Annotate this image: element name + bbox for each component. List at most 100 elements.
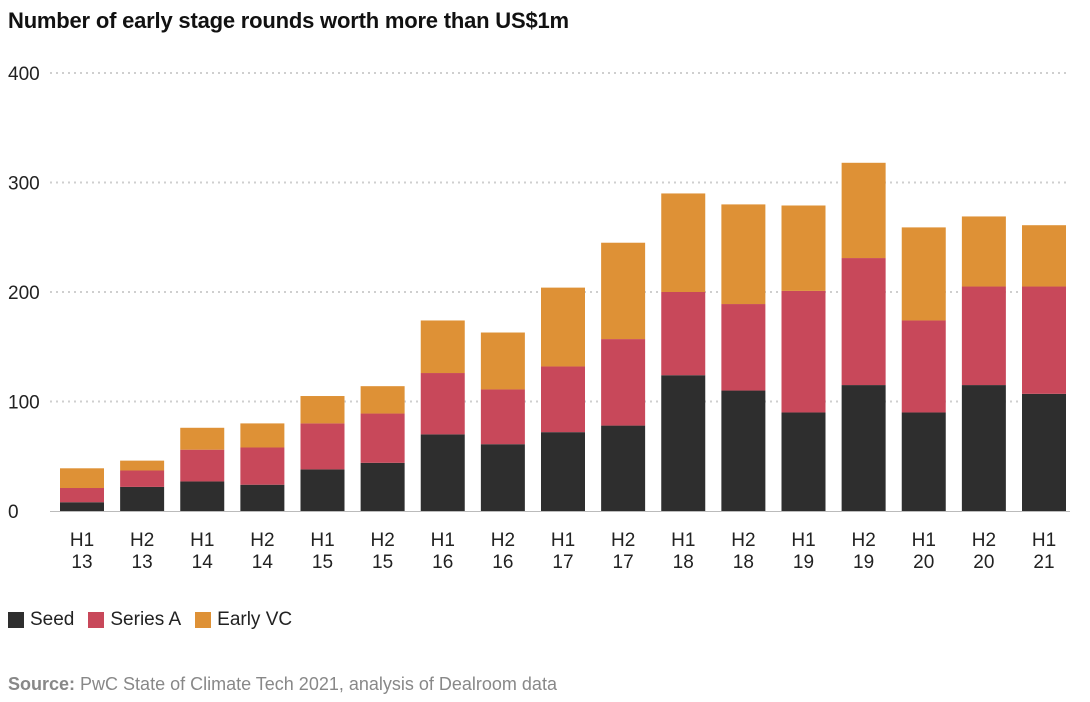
bar-series-a	[120, 470, 165, 487]
bar-seed	[60, 502, 104, 511]
legend-label: Series A	[110, 609, 182, 630]
bar-series-a	[480, 389, 525, 445]
bar-early-vc	[420, 320, 465, 374]
x-tick-label: 18	[673, 552, 694, 573]
bar-seed	[721, 390, 766, 511]
x-tick-label: 21	[1033, 552, 1054, 573]
bar-seed	[961, 385, 1006, 511]
bar-series-a	[60, 488, 104, 503]
source-note: Source: PwC State of Climate Tech 2021, …	[8, 674, 557, 695]
bar-series-a	[961, 286, 1006, 386]
bar-seed	[541, 432, 585, 511]
x-tick-label: H1	[671, 530, 695, 551]
bar-series-a	[841, 258, 886, 386]
bar-seed	[420, 434, 465, 511]
legend-item: Seed	[8, 609, 74, 631]
x-tick-label: H2	[370, 530, 394, 551]
bar-series-a	[420, 373, 465, 435]
bar-seed	[120, 486, 165, 511]
legend-label: Early VC	[217, 609, 293, 630]
legend-swatch	[88, 612, 105, 628]
x-tick-label: H2	[972, 530, 996, 551]
x-tick-label: H1	[190, 530, 214, 551]
bar-series-a	[721, 304, 766, 391]
chart-title: Number of early stage rounds worth more …	[8, 8, 569, 33]
x-tick-label: 14	[252, 552, 274, 573]
x-tick-label: H1	[912, 530, 936, 551]
x-tick-label: H1	[791, 530, 815, 551]
bar-seed	[480, 444, 525, 511]
x-tick-label: H2	[130, 530, 154, 551]
bar-early-vc	[240, 423, 285, 448]
x-tick-label: H1	[1032, 530, 1056, 551]
y-tick-label: 200	[8, 283, 40, 304]
bar-seed	[661, 375, 706, 511]
legend-swatch	[8, 612, 24, 628]
bar-early-vc	[480, 332, 525, 390]
bar-seed	[180, 481, 225, 511]
x-tick-label: H1	[310, 530, 334, 551]
x-tick-label: 16	[432, 552, 453, 573]
bar-series-a	[300, 423, 345, 470]
x-tick-label: 13	[71, 552, 92, 573]
bar-early-vc	[661, 193, 706, 292]
x-tick-label: 16	[492, 552, 513, 573]
bar-seed	[841, 385, 886, 511]
x-tick-label: 17	[613, 552, 634, 573]
x-tick-label: 15	[372, 552, 393, 573]
legend-swatch	[195, 612, 212, 628]
source-text: PwC State of Climate Tech 2021, analysis…	[80, 674, 557, 694]
x-tick-label: H2	[250, 530, 274, 551]
x-tick-label: H1	[70, 530, 94, 551]
bar-early-vc	[781, 205, 826, 291]
bar-series-a	[360, 413, 405, 463]
legend-label: Seed	[30, 609, 75, 630]
bar-early-vc	[541, 287, 585, 367]
x-tick-label: 20	[973, 552, 994, 573]
bar-seed	[781, 412, 826, 511]
bar-seed	[360, 462, 405, 511]
bar-series-a	[1022, 286, 1066, 394]
bar-series-a	[541, 366, 585, 433]
source-label: Source:	[8, 674, 76, 694]
x-tick-label: 18	[733, 552, 754, 573]
bar-series-a	[601, 339, 646, 426]
x-tick-label: 19	[793, 552, 814, 573]
x-tick-label: 20	[913, 552, 934, 573]
legend-item: Series A	[88, 609, 181, 631]
stacked-bar-chart: 0100200300400H113H213H114H214H115H215H11…	[8, 64, 1070, 573]
bar-early-vc	[601, 242, 646, 340]
x-tick-label: 13	[132, 552, 153, 573]
x-tick-label: H1	[551, 530, 575, 551]
bar-early-vc	[1022, 225, 1066, 287]
bar-series-a	[901, 320, 946, 413]
x-tick-label: H2	[611, 530, 635, 551]
y-tick-label: 300	[8, 174, 40, 195]
bar-early-vc	[721, 204, 766, 305]
legend: Seed Series A Early VC	[8, 609, 292, 631]
x-tick-label: 17	[552, 552, 573, 573]
y-tick-label: 100	[8, 393, 40, 414]
bar-seed	[300, 469, 345, 511]
bar-series-a	[661, 292, 706, 376]
bar-seed	[1022, 393, 1066, 511]
y-tick-label: 0	[8, 502, 19, 523]
bar-early-vc	[360, 386, 405, 414]
x-tick-label: 15	[312, 552, 333, 573]
x-tick-label: 19	[853, 552, 874, 573]
y-tick-label: 400	[8, 64, 40, 85]
bar-series-a	[180, 449, 225, 482]
bar-series-a	[240, 447, 285, 485]
x-tick-label: H1	[431, 530, 455, 551]
bar-seed	[240, 484, 285, 511]
bar-series-a	[781, 290, 826, 413]
bar-early-vc	[841, 162, 886, 259]
bar-early-vc	[180, 427, 225, 450]
bar-early-vc	[300, 396, 345, 424]
bar-early-vc	[901, 227, 946, 321]
bar-early-vc	[60, 468, 104, 489]
x-tick-label: H2	[851, 530, 875, 551]
x-tick-label: H2	[491, 530, 515, 551]
x-tick-label: H2	[731, 530, 755, 551]
bar-early-vc	[961, 216, 1006, 287]
